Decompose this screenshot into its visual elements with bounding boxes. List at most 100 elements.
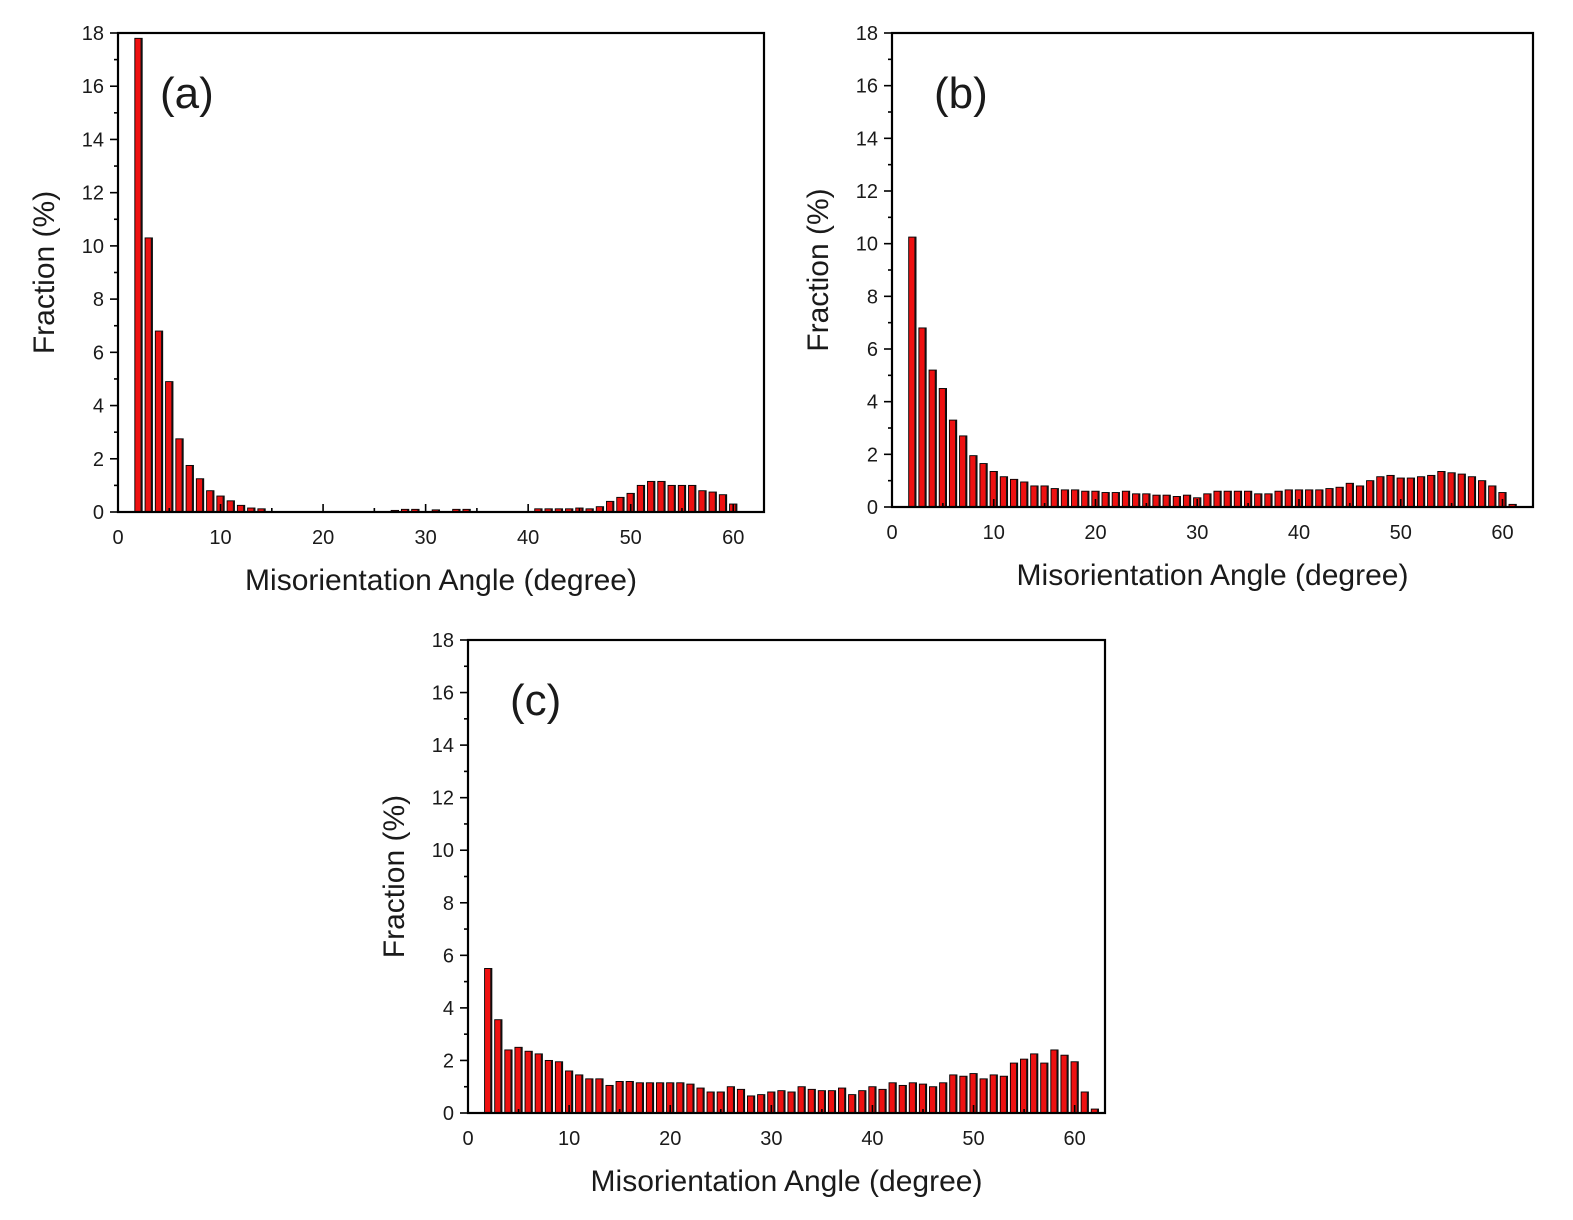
panel-b-bar-shadow bbox=[1077, 489, 1079, 507]
panel-b-bar-shadow bbox=[1229, 491, 1232, 507]
panel-a-bar-shadow bbox=[591, 508, 594, 512]
panel-b-bar-shadow bbox=[1301, 489, 1303, 507]
panel-b-bar-shadow bbox=[1219, 491, 1222, 507]
panel-c-bar-shadow bbox=[540, 1053, 543, 1114]
panel-c-bar-shadow bbox=[611, 1085, 614, 1113]
panel-c-x-tick-label: 0 bbox=[462, 1128, 473, 1150]
panel-a-bar-shadow bbox=[550, 508, 553, 512]
panel-a-label: (a) bbox=[160, 69, 214, 118]
panel-b-bar-shadow bbox=[1107, 492, 1110, 507]
panel-c-y-tick-label: 16 bbox=[432, 683, 454, 705]
panel-b-x-tick-label: 60 bbox=[1491, 522, 1513, 544]
panel-a-bar-shadow bbox=[243, 505, 245, 512]
panel-b-y-tick-label: 6 bbox=[867, 339, 878, 361]
panel-a-y-tick-label: 0 bbox=[93, 502, 104, 524]
panel-c-bar-shadow bbox=[834, 1090, 836, 1113]
panel-c-bar-shadow bbox=[591, 1078, 593, 1113]
panel-c-x-tick-label: 20 bbox=[659, 1128, 681, 1150]
panel-a-bar-shadow bbox=[612, 501, 614, 512]
panel-a-bar-shadow bbox=[540, 508, 543, 512]
panel-b-y-tick-label: 4 bbox=[867, 392, 878, 414]
panel-c-bar-shadow bbox=[955, 1074, 957, 1113]
panel-a-bar-shadow bbox=[725, 494, 727, 512]
panel-b-bar-shadow bbox=[1423, 476, 1425, 507]
panel-c-bar-shadow bbox=[550, 1060, 553, 1113]
panel-a-x-tick-label: 0 bbox=[112, 527, 123, 549]
panel-b-bar-shadow bbox=[1026, 481, 1028, 507]
panel-b-bar-shadow bbox=[1372, 480, 1374, 507]
panel-a-y-tick-label: 12 bbox=[82, 183, 104, 205]
panel-b-bar-shadow bbox=[1402, 478, 1405, 507]
panel-a-bar-shadow bbox=[684, 485, 686, 512]
panel-b-bar-shadow bbox=[1199, 497, 1201, 507]
panel-b-bar-shadow bbox=[1067, 489, 1069, 507]
panel-c-bar-shadow bbox=[722, 1091, 725, 1113]
panel-c-plot-frame bbox=[466, 638, 1107, 1115]
panel-a-bar-shadow bbox=[653, 481, 655, 512]
panel-b-y-tick-label: 10 bbox=[856, 234, 878, 256]
panel-c-bar-shadow bbox=[641, 1082, 644, 1113]
panel-b-bar-shadow bbox=[1474, 476, 1476, 507]
panel-a-y-tick-label: 14 bbox=[82, 129, 104, 151]
panel-b-x-tick-label: 50 bbox=[1390, 522, 1412, 544]
panel-b-bar-shadow bbox=[944, 388, 947, 507]
panel-a-bar-shadow bbox=[150, 237, 153, 512]
panel-c-y-tick-label: 14 bbox=[432, 735, 454, 757]
panel-b-bar-shadow bbox=[1178, 496, 1181, 507]
panel-b-y-tick-label: 18 bbox=[856, 23, 878, 45]
panel-c-x-tick-label: 40 bbox=[861, 1128, 883, 1150]
panel-c-x-tick-label: 10 bbox=[558, 1128, 580, 1150]
panel-c-y-tick-label: 18 bbox=[432, 630, 454, 652]
panel-a-y-tick-label: 2 bbox=[93, 449, 104, 471]
panel-b-bar-shadow bbox=[1443, 471, 1446, 507]
panel-c-bar-shadow bbox=[1016, 1063, 1018, 1113]
panel-b-bar-shadow bbox=[1484, 480, 1486, 507]
panel-b-bar-shadow bbox=[1128, 491, 1130, 507]
panel-a-bar-shadow bbox=[571, 508, 573, 512]
panel-b-bar-shadow bbox=[995, 471, 998, 507]
panel-c-bar-shadow bbox=[844, 1088, 846, 1113]
panel-c-bar-shadow bbox=[702, 1088, 705, 1113]
panel-a-bar-shadow bbox=[632, 493, 635, 512]
panel-b-bar-shadow bbox=[985, 463, 988, 507]
panel-a-x-tick-label: 20 bbox=[312, 527, 334, 549]
panel-c-bar-shadow bbox=[1056, 1049, 1059, 1113]
panel-a-bar-shadow bbox=[714, 492, 717, 512]
panel-b-bar-shadow bbox=[1280, 491, 1283, 507]
panel-b-bar-shadow bbox=[1168, 495, 1171, 507]
panel-c-bar-shadow bbox=[500, 1019, 502, 1113]
panel-b-bar-shadow bbox=[1056, 488, 1059, 507]
panel-c-bar-shadow bbox=[1005, 1076, 1008, 1113]
panel-c-y-tick-label: 4 bbox=[443, 998, 454, 1020]
panel-b-y-tick-label: 8 bbox=[867, 286, 878, 308]
panel-b-bar-shadow bbox=[1158, 495, 1161, 507]
panel-b-bar-shadow bbox=[1331, 488, 1334, 507]
panel-c-bar-shadow bbox=[662, 1082, 664, 1113]
panel-b-bar-shadow bbox=[1270, 493, 1273, 507]
panel-b-bar-shadow bbox=[1463, 474, 1466, 507]
panel-c-bar-shadow bbox=[854, 1094, 856, 1113]
panel-b-bar-shadow bbox=[1311, 489, 1313, 507]
panel-c-bar-shadow bbox=[732, 1086, 735, 1113]
panel-c-bar-shadow bbox=[803, 1086, 806, 1113]
panel-c-x-tick-label: 30 bbox=[760, 1128, 782, 1150]
panel-c-bar-shadow bbox=[672, 1082, 674, 1113]
panel-b-bar-shadow bbox=[1494, 485, 1496, 507]
panel-c-bar-shadow bbox=[793, 1091, 796, 1113]
panel-b-bar-shadow bbox=[1097, 491, 1100, 507]
panel-c-bar-shadow bbox=[743, 1089, 745, 1113]
panel-a-bar-shadow bbox=[673, 485, 676, 512]
panel-b-x-tick-label: 10 bbox=[983, 522, 1005, 544]
panel-b-bar-shadow bbox=[1341, 487, 1344, 507]
panel-a-bar-shadow bbox=[212, 490, 214, 512]
panel-c-bar-shadow bbox=[1036, 1053, 1038, 1114]
panel-c-bar-shadow bbox=[530, 1051, 533, 1113]
panel-b-bar-shadow bbox=[965, 435, 967, 507]
panel-b-bar-shadow bbox=[1290, 489, 1293, 507]
panel-b-bar-shadow bbox=[1412, 478, 1415, 507]
panel-a-y-axis-title: Fraction (%) bbox=[28, 191, 61, 354]
panel-c-bar-shadow bbox=[692, 1084, 695, 1113]
panel-b-bar-shadow bbox=[955, 420, 957, 507]
panel-a-bar-shadow bbox=[622, 497, 625, 512]
